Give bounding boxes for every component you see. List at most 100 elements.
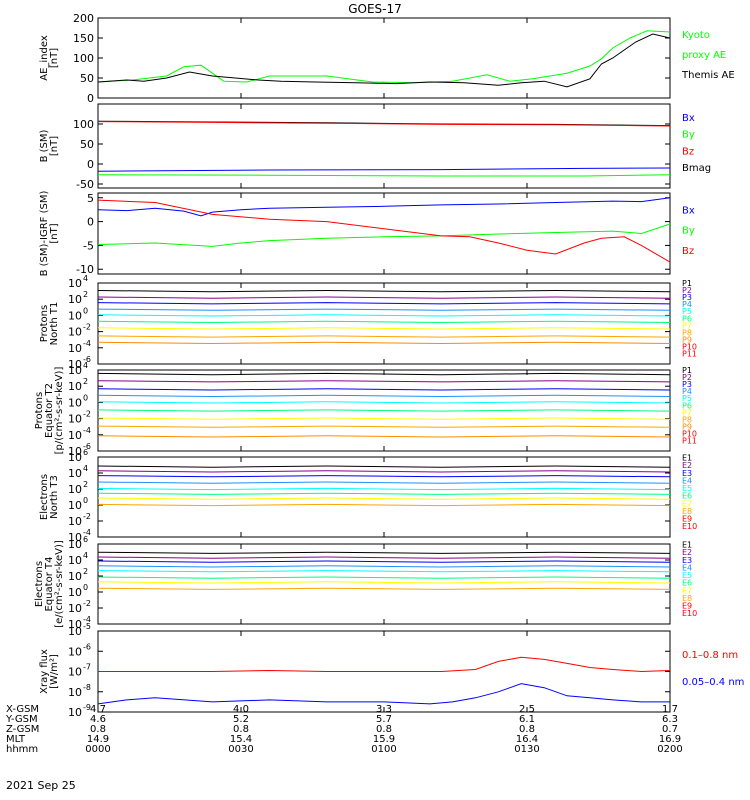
y-axis-label: B (SM)-IGRF (SM) bbox=[39, 191, 50, 277]
y-axis-label: B (SM) bbox=[39, 129, 50, 162]
y-axis-label: Protons bbox=[34, 392, 45, 429]
panel-frame bbox=[97, 543, 671, 625]
y-axis-label: Equator T2 bbox=[44, 383, 55, 438]
legend-item: E3 bbox=[682, 469, 692, 478]
legend-item: Kyoto bbox=[682, 30, 710, 41]
plot-title: GOES-17 bbox=[348, 2, 402, 16]
footer-row-label: Z-GSM bbox=[6, 724, 39, 735]
series-line-bz bbox=[97, 199, 671, 263]
flux-band-line bbox=[97, 587, 671, 590]
y-tick-label: 10 bbox=[68, 499, 82, 512]
legend-item: P9 bbox=[682, 335, 692, 344]
y-tick-label: 10 bbox=[68, 570, 82, 583]
y-tick-label: 10 bbox=[68, 706, 82, 719]
legend-item: E3 bbox=[682, 556, 692, 565]
footer-value: 0100 bbox=[371, 744, 396, 755]
legend-item: By bbox=[682, 130, 695, 141]
flux-band-line bbox=[97, 581, 671, 584]
legend-item: P10 bbox=[682, 429, 697, 438]
legend-item: 0.1–0.8 nm bbox=[682, 650, 738, 661]
legend-item: P9 bbox=[682, 422, 692, 431]
y-tick-label: 10 bbox=[68, 554, 82, 567]
y-tick-label: 10 bbox=[68, 413, 82, 426]
legend-item: P5 bbox=[682, 307, 692, 316]
y-axis-label: [e/(cm²-s-sr-keV)] bbox=[54, 540, 65, 628]
legend-item: Bx bbox=[682, 205, 695, 216]
flux-band-line bbox=[97, 556, 671, 559]
footer-row-label: Y-GSM bbox=[5, 714, 38, 725]
legend-item: P8 bbox=[682, 328, 692, 337]
legend-item: proxy AE bbox=[682, 50, 726, 61]
y-tick-exponent: -2 bbox=[83, 323, 91, 332]
footer-row-label: hhmm bbox=[6, 744, 38, 755]
y-tick-exponent: -6 bbox=[83, 642, 91, 651]
flux-band-line bbox=[97, 409, 671, 412]
y-tick-exponent: 2 bbox=[83, 567, 88, 576]
flux-band-line bbox=[97, 565, 671, 568]
y-tick-label: 10 bbox=[68, 380, 82, 393]
y-axis-label: North T1 bbox=[49, 302, 60, 346]
y-tick-exponent: 2 bbox=[83, 377, 88, 386]
series-line-bx bbox=[97, 197, 671, 217]
legend-item: Bmag bbox=[682, 163, 711, 174]
y-tick-label: 100 bbox=[73, 52, 94, 65]
footer-value: 5.2 bbox=[233, 714, 249, 725]
y-axis-label: [nT] bbox=[49, 223, 60, 243]
legend-item: P3 bbox=[682, 380, 692, 389]
y-tick-label: 10 bbox=[68, 358, 82, 371]
y-tick-exponent: 6 bbox=[83, 535, 88, 544]
flux-band-line bbox=[97, 492, 671, 495]
flux-band-line bbox=[97, 435, 671, 438]
legend-item: By bbox=[682, 226, 695, 237]
series-line-bx bbox=[97, 167, 671, 172]
legend-item: P2 bbox=[682, 286, 692, 295]
y-tick-exponent: 6 bbox=[83, 448, 88, 457]
footer-row-label: X-GSM bbox=[6, 704, 39, 715]
y-tick-label: 50 bbox=[80, 72, 94, 85]
flux-band-line bbox=[97, 425, 671, 428]
y-tick-label: -50 bbox=[76, 178, 94, 191]
flux-band-line bbox=[97, 308, 671, 311]
y-tick-label: 10 bbox=[68, 586, 82, 599]
y-tick-label: 10 bbox=[68, 277, 82, 290]
footer-value: 1.7 bbox=[662, 704, 678, 715]
y-axis-label: North T3 bbox=[49, 475, 60, 519]
series-line-kyoto-proxy-ae bbox=[97, 30, 671, 84]
legend-item: E1 bbox=[682, 454, 692, 463]
flux-band-line bbox=[97, 475, 671, 478]
legend-item: P7 bbox=[682, 408, 692, 417]
y-axis-label: Equator T4 bbox=[44, 557, 55, 612]
series-line-by bbox=[97, 174, 671, 177]
legend-item: P8 bbox=[682, 415, 692, 424]
legend-item: P4 bbox=[682, 387, 692, 396]
footer-value: 0000 bbox=[85, 744, 110, 755]
y-tick-label: 10 bbox=[68, 618, 82, 631]
y-tick-label: 10 bbox=[68, 666, 82, 679]
footer-value: 4.7 bbox=[90, 704, 106, 715]
y-tick-label: 10 bbox=[68, 645, 82, 658]
y-tick-label: 150 bbox=[73, 32, 94, 45]
y-tick-label: 10 bbox=[68, 538, 82, 551]
footer-value: 14.9 bbox=[87, 734, 109, 745]
legend-item: P1 bbox=[682, 366, 692, 375]
legend-item: P2 bbox=[682, 373, 692, 382]
y-tick-exponent: 4 bbox=[83, 551, 88, 560]
legend-item: E6 bbox=[682, 579, 692, 588]
flux-band-line bbox=[97, 487, 671, 491]
legend-item: Bz bbox=[682, 246, 694, 257]
legend-item: P1 bbox=[682, 279, 692, 288]
series-line-themis-ae bbox=[97, 33, 671, 88]
legend-item: E9 bbox=[682, 602, 692, 611]
flux-band-line bbox=[97, 335, 671, 338]
flux-band-line bbox=[97, 503, 671, 507]
series-line-by bbox=[97, 223, 671, 247]
y-tick-exponent: 0 bbox=[83, 496, 88, 505]
legend-item: P7 bbox=[682, 321, 692, 330]
footer-value: 0.8 bbox=[376, 724, 392, 735]
legend-item: P11 bbox=[682, 349, 697, 358]
y-tick-exponent: -4 bbox=[83, 528, 91, 537]
legend-item: Bz bbox=[682, 146, 694, 157]
legend-item: E9 bbox=[682, 515, 692, 524]
panel-3: -10 -5 0 5 B (SM)-IGRF (SM) [nT] Bx By Bz bbox=[39, 191, 695, 277]
footer-value: 6.3 bbox=[662, 714, 678, 725]
